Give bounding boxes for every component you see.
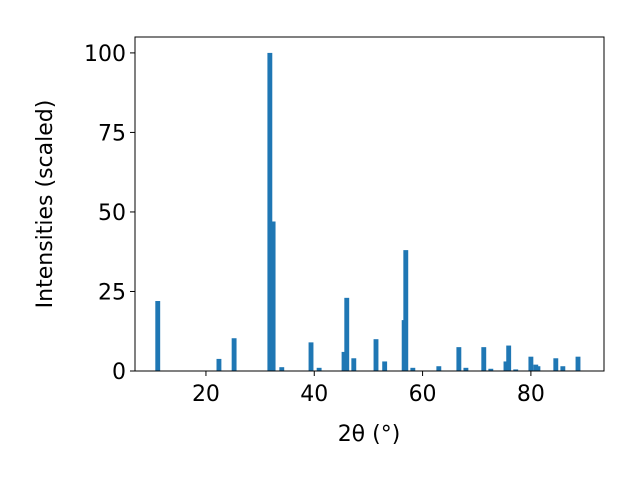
y-axis-label: Intensities (scaled) (33, 100, 58, 309)
bar (351, 358, 357, 371)
x-axis-label: 2θ (°) (338, 422, 401, 447)
bar (560, 366, 566, 371)
bar (575, 356, 581, 371)
x-tick-label: 80 (517, 382, 545, 407)
bar (231, 338, 237, 371)
bar (503, 361, 509, 371)
bar (528, 356, 534, 371)
bar (410, 367, 416, 371)
bar (403, 250, 409, 371)
bar (341, 351, 347, 371)
bar (316, 367, 322, 371)
bar (456, 347, 462, 371)
bar (344, 297, 350, 371)
x-tick-label: 20 (192, 382, 220, 407)
bar (382, 361, 388, 371)
bar (373, 339, 379, 371)
bar (436, 366, 442, 371)
bar (267, 52, 273, 372)
y-tick-label: 100 (84, 42, 126, 67)
bar (155, 301, 161, 371)
bar (270, 221, 276, 371)
plot-frame (134, 36, 605, 372)
x-tick-label: 40 (300, 382, 328, 407)
y-tick-label: 0 (112, 360, 126, 385)
bar (553, 358, 559, 371)
y-tick-label: 75 (98, 121, 126, 146)
bar (463, 367, 469, 371)
bar (488, 368, 494, 371)
bar (216, 358, 222, 371)
y-tick-label: 25 (98, 280, 126, 305)
bar (506, 345, 512, 371)
bar (513, 369, 519, 371)
bar (308, 342, 314, 371)
bar (535, 366, 541, 371)
x-tick-label: 60 (409, 382, 437, 407)
bar (481, 347, 487, 371)
y-tick-label: 50 (98, 201, 126, 226)
bar (279, 367, 285, 371)
